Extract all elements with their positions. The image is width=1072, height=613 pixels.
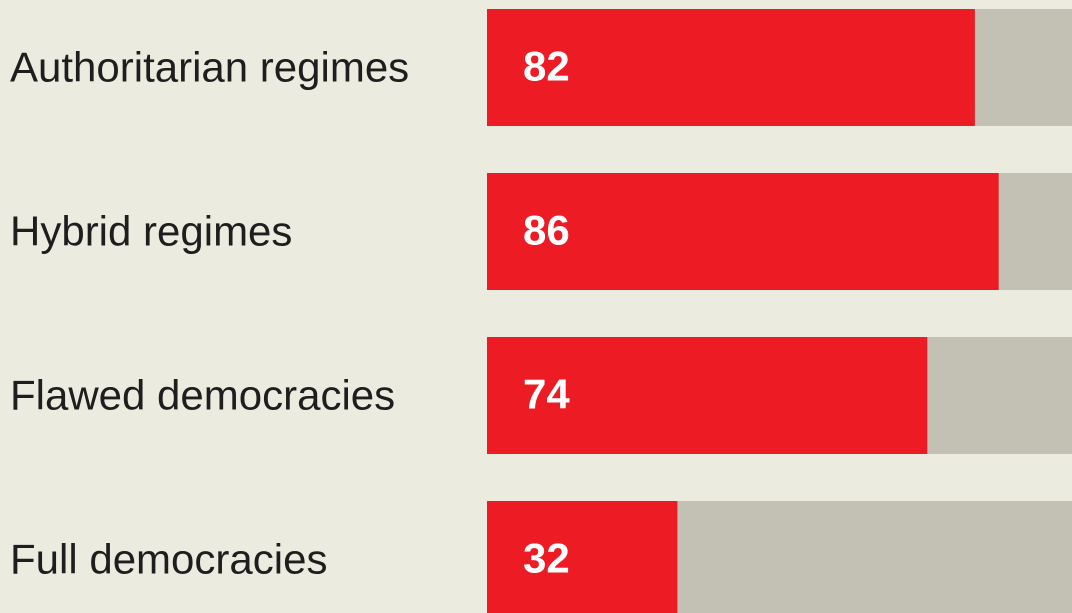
value-label: 74 — [523, 371, 570, 418]
value-label: 82 — [523, 43, 570, 90]
category-label: Flawed democracies — [10, 372, 395, 419]
value-label: 86 — [523, 207, 570, 254]
bar — [487, 9, 975, 126]
category-label: Full democracies — [10, 536, 327, 583]
bar — [487, 337, 928, 454]
category-label: Hybrid regimes — [10, 208, 292, 255]
value-label: 32 — [523, 535, 570, 582]
category-label: Authoritarian regimes — [10, 44, 409, 91]
bar — [487, 173, 999, 290]
bar — [487, 501, 678, 613]
